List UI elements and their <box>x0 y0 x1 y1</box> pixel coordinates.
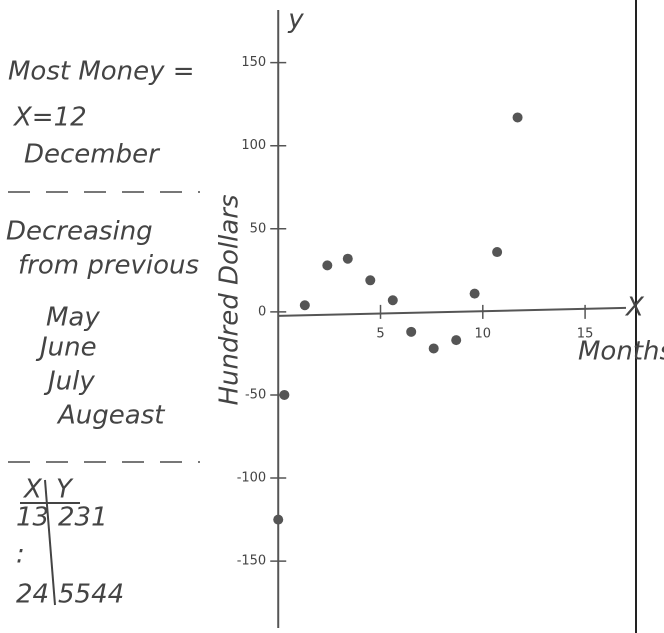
y-tick-label: -50 <box>245 387 266 402</box>
data-point <box>388 295 398 305</box>
data-point <box>492 247 502 257</box>
table-header: X <box>22 475 43 505</box>
y-axis-title: Hundred Dollars <box>215 194 245 405</box>
data-point <box>322 260 332 270</box>
y-tick-label: 150 <box>241 55 266 70</box>
y-axis-label: y <box>287 5 304 35</box>
data-point <box>273 515 283 525</box>
x-axis-label: X <box>624 292 645 322</box>
worksheet: Most Money = X=12 December Decreasing from p… <box>0 0 664 633</box>
note-text: May <box>46 303 100 333</box>
table-cell: 5544 <box>58 580 124 610</box>
x-tick-label: 15 <box>577 326 594 341</box>
data-point <box>513 112 523 122</box>
y-tick-label: 100 <box>241 138 266 153</box>
y-tick-label: -150 <box>237 554 267 569</box>
data-point <box>365 275 375 285</box>
table-cell: 231 <box>58 503 108 533</box>
note-text: Decreasing <box>6 217 153 247</box>
note-text: Most Money = <box>8 57 195 87</box>
table-cell: 13 <box>16 503 49 533</box>
note-text: X=12 <box>12 103 87 133</box>
data-point <box>429 343 439 353</box>
page: Most Money = X=12 December Decreasing from p… <box>0 0 664 633</box>
data-point <box>451 335 461 345</box>
note-text: June <box>35 333 97 363</box>
x-tick-label: 10 <box>475 326 492 341</box>
data-point <box>300 300 310 310</box>
table-header: Y <box>56 475 74 505</box>
note-text: December <box>24 140 161 170</box>
table-cell: 24 <box>16 580 49 610</box>
data-point <box>343 254 353 264</box>
note-text: Augeast <box>56 401 165 431</box>
y-tick-label: -100 <box>237 471 267 486</box>
data-point <box>279 390 289 400</box>
y-tick-label: 0 <box>258 304 266 319</box>
data-point <box>470 289 480 299</box>
table-cell: : <box>16 540 25 570</box>
x-tick-label: 5 <box>376 326 384 341</box>
note-text: July <box>43 367 95 397</box>
x-axis <box>278 308 626 316</box>
y-tick-label: 50 <box>250 221 267 236</box>
note-text: from previous <box>18 251 199 281</box>
data-point <box>406 327 416 337</box>
